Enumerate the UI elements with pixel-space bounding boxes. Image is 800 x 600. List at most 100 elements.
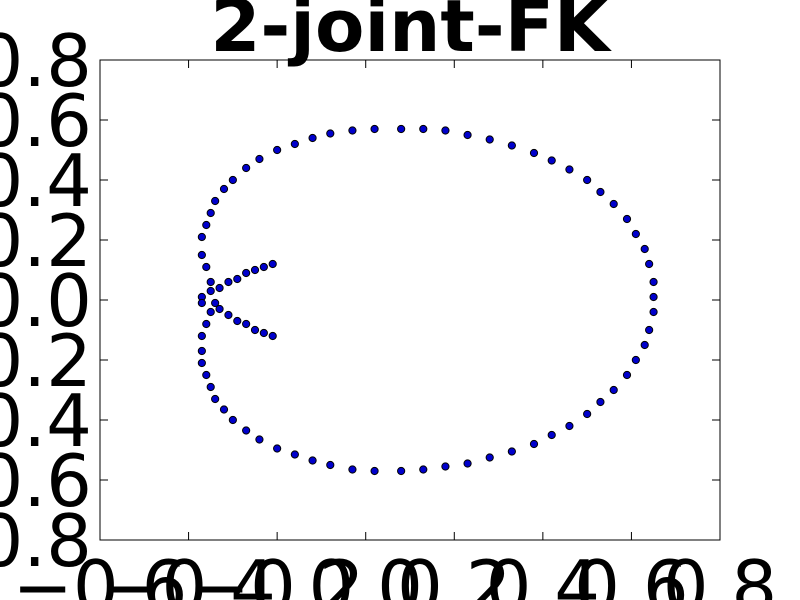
data-point: [308, 133, 317, 143]
data-point: [211, 298, 220, 308]
y-axis-ticks: [100, 59, 720, 541]
data-point: [224, 310, 233, 320]
data-point: [206, 208, 215, 218]
x-axis-ticks: [99, 60, 721, 540]
data-point: [197, 358, 206, 368]
y-tick-label: 0.6: [0, 79, 92, 163]
x-tick-label: 0.0: [308, 545, 423, 600]
data-point: [529, 148, 539, 158]
data-point: [202, 319, 211, 329]
data-point: [242, 268, 251, 278]
data-point: [202, 220, 211, 230]
data-point: [485, 135, 494, 144]
data-point: [233, 274, 242, 284]
data-point: [609, 385, 618, 395]
data-point: [596, 397, 605, 407]
data-point: [583, 175, 592, 185]
data-point: [250, 325, 260, 335]
data-point: [596, 187, 605, 197]
x-tick-label: 0.4: [486, 545, 601, 600]
data-point: [290, 139, 299, 149]
data-point: [326, 129, 335, 138]
data-point: [645, 325, 654, 335]
data-point: [649, 292, 658, 302]
x-tick-label: 0.2: [397, 545, 512, 600]
data-point: [640, 244, 649, 254]
data-point: [255, 435, 264, 444]
data-point: [273, 145, 282, 155]
y-tick-label: −0.4: [0, 379, 92, 463]
data-point: [463, 130, 472, 140]
data-point: [206, 277, 215, 287]
data-point: [640, 340, 649, 350]
data-point: [397, 124, 406, 134]
data-point: [197, 346, 206, 356]
data-point: [441, 126, 450, 135]
data-point: [609, 199, 618, 209]
data-point: [463, 459, 472, 468]
y-tick-label: −0.2: [0, 319, 92, 403]
data-point: [242, 163, 251, 173]
data-point: [583, 409, 592, 419]
data-point: [206, 286, 215, 296]
data-point: [631, 229, 640, 239]
data-point: [441, 462, 450, 471]
chart-title: 2-joint-FK: [210, 0, 610, 68]
data-point: [565, 421, 574, 431]
x-tick-label: 0.8: [663, 545, 778, 600]
y-tick-label: 0.4: [0, 139, 92, 223]
data-point: [622, 370, 632, 380]
data-point: [485, 453, 494, 462]
data-point: [370, 466, 379, 476]
x-tick-label: 0.6: [574, 545, 689, 600]
data-point: [326, 460, 335, 470]
data-point: [547, 156, 556, 165]
data-point: [649, 277, 658, 287]
data-point: [211, 196, 220, 206]
x-tick-label: −0.4: [101, 545, 276, 600]
data-point: [197, 331, 206, 341]
data-point: [206, 382, 215, 392]
data-point: [507, 447, 516, 456]
data-point: [259, 328, 268, 338]
data-point: [242, 426, 251, 435]
data-point: [645, 259, 654, 269]
data-point: [529, 439, 539, 449]
data-point: [197, 250, 206, 260]
y-tick-label: −0.6: [0, 439, 92, 523]
data-point: [370, 124, 379, 134]
plot-frame: [99, 59, 721, 541]
y-tick-label: 0.2: [0, 199, 92, 283]
data-point: [565, 165, 574, 174]
data-point: [348, 126, 357, 135]
data-point: [255, 154, 264, 164]
data-point: [219, 184, 229, 194]
data-point: [202, 262, 211, 272]
data-point: [228, 175, 237, 185]
data-point: [206, 307, 215, 317]
data-point: [219, 405, 229, 414]
data-point: [622, 214, 632, 224]
data-point: [268, 259, 277, 269]
data-point: [215, 283, 224, 293]
data-point: [348, 465, 357, 474]
data-point: [419, 124, 428, 134]
data-point: [308, 456, 317, 465]
data-point: [224, 277, 233, 287]
data-points: [197, 124, 658, 476]
data-point: [273, 444, 282, 453]
y-tick-label: −0.8: [0, 499, 92, 583]
data-point: [202, 370, 211, 380]
data-point: [211, 394, 220, 404]
data-point: [250, 265, 260, 275]
x-axis-tick-labels: −0.6−0.4−0.20.00.20.40.60.8: [13, 545, 778, 600]
data-point: [215, 304, 224, 314]
data-point: [419, 465, 428, 474]
data-point: [507, 141, 516, 150]
data-point: [233, 316, 242, 326]
y-tick-label: 0.8: [0, 19, 92, 103]
data-point: [268, 331, 277, 341]
data-point: [197, 298, 206, 308]
x-tick-label: −0.2: [190, 545, 365, 600]
data-point: [649, 307, 658, 317]
